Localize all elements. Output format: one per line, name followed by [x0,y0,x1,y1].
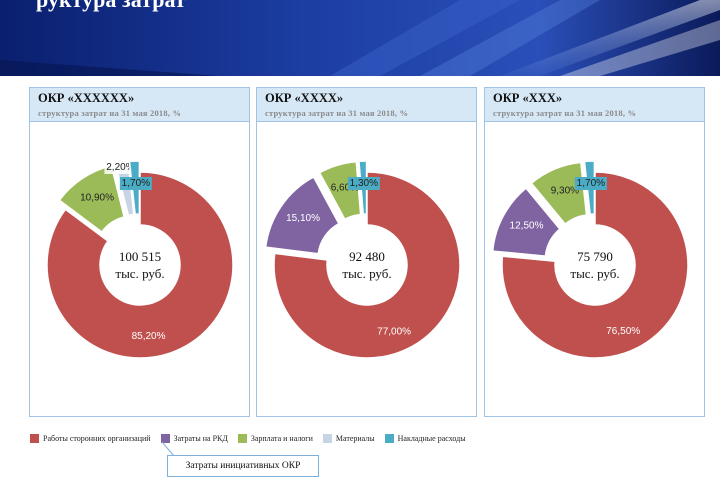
data-label: 15,10% [286,213,320,224]
panel-header: ОКР «ХХХХХХ» структура затрат на 31 мая … [30,88,249,122]
donut-chart: 77,00% 15,10% 6,60%1,30% 92 480 тыс. руб. [264,160,461,359]
legend-label: Накладные расходы [397,433,466,443]
chart-panel-2: ОКР «ХХХХ» структура затрат на 31 мая 20… [256,87,477,417]
donut-chart: 76,50% 12,50% 9,30%1,70% 75 790 тыс. руб. [491,160,689,359]
chart-legend: Работы сторонних организаций Затраты на … [30,432,466,444]
data-label: 1,70% [577,178,605,189]
data-label-background [104,161,137,174]
legend-swatch [322,433,332,443]
panel-header: ОКР «ХХХХ» структура затрат на 31 мая 20… [257,88,476,122]
center-total-value: 92 480 [349,249,385,264]
banner-graphic [0,0,720,76]
donut-slice-third_party [46,171,234,359]
legend-label: Затраты на РКД [173,433,228,443]
data-label: 9,30% [551,186,579,197]
data-label: 1,70% [122,178,150,189]
panel-subtitle: структура затрат на 31 мая 2018, % [493,108,637,118]
legend-swatch [160,433,170,443]
data-label: 6,60% [331,183,359,194]
legend-label: Работы сторонних организаций [43,433,151,443]
legend-item: Материалы [322,433,375,443]
panel-title: ОКР «ХХХХ» [265,91,344,105]
data-label: 1,30% [350,178,378,189]
donut-slice-rkd [491,187,561,257]
panel-subtitle: структура затрат на 31 мая 2018, % [38,108,182,118]
legend-label: Зарплата и налоги [250,433,313,443]
donut-chart: 85,20% 10,90% 2,20% 1,70% 100 515 тыс. руб. [46,160,234,359]
data-label: 2,20% [106,162,134,173]
legend-swatch [384,433,394,443]
donut-slice-third_party [501,171,689,359]
legend-label: Материалы [335,433,375,443]
panel-title: ОКР «ХХХХХХ» [38,91,135,105]
data-label: 12,50% [510,221,544,232]
legend-item: Накладные расходы [384,433,466,443]
center-total-unit: тыс. руб. [342,266,391,281]
legend-item: Зарплата и налоги [237,433,313,443]
center-total-unit: тыс. руб. [570,266,619,281]
data-label: 77,00% [377,326,411,337]
center-total-value: 75 790 [577,249,613,264]
center-total-value: 100 515 [119,249,161,264]
data-label-background [119,177,152,190]
data-label: 85,20% [132,331,166,342]
legend-swatch [30,433,39,443]
panel-title: ОКР «ХХХ» [493,91,563,105]
panel-header: ОКР «ХХХ» структура затрат на 31 мая 201… [485,88,704,122]
chart-panel-3: ОКР «ХХХ» структура затрат на 31 мая 201… [484,87,705,417]
donut-slice-salary [530,161,588,226]
panel-subtitle: структура затрат на 31 мая 2018, % [265,108,409,118]
legend-item: Затраты на РКД [160,433,228,443]
chart-panel-1: ОКР «ХХХХХХ» структура затрат на 31 мая … [29,87,250,417]
page-title-fragment: руктура затрат [36,0,186,13]
legend-item: Работы сторонних организаций [30,433,151,443]
data-label: 76,50% [606,326,640,337]
donut-slice-rkd [264,175,340,255]
header-banner: руктура затрат [0,0,720,76]
donut-slice-third_party [273,171,461,359]
data-label: 10,90% [80,192,114,203]
center-total-unit: тыс. руб. [115,266,164,281]
data-label-background [347,177,380,190]
data-label-background [574,177,607,190]
legend-swatch [237,433,247,443]
callout-box: Затраты инициативных ОКР [167,455,319,477]
